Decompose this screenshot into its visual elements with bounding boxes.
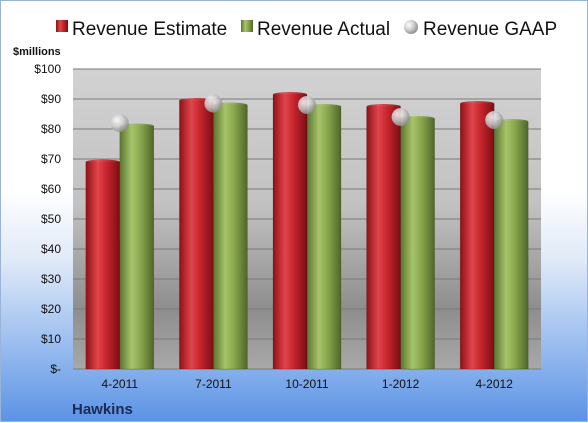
bar-revenue-actual — [213, 104, 248, 370]
bar-revenue-actual — [493, 121, 529, 370]
bar-revenue-estimate-cap — [366, 104, 401, 109]
x-tick-label: 10-2011 — [285, 377, 328, 391]
bar-revenue-estimate — [272, 94, 308, 370]
legend: Revenue Estimate Revenue Actual Revenue … — [56, 19, 557, 40]
y-tick-label: $40 — [41, 242, 61, 256]
y-tick-label: $80 — [41, 122, 61, 136]
marker-revenue-gaap — [391, 108, 410, 126]
x-tick-label: 4-2011 — [102, 377, 139, 391]
x-tick-label: 4-2012 — [476, 377, 514, 391]
y-tick-label: $30 — [41, 272, 61, 286]
y-tick-label: $10 — [41, 332, 61, 346]
legend-label-gaap: Revenue GAAP — [423, 19, 557, 40]
y-tick-label: $- — [50, 362, 61, 376]
legend-label-estimate: Revenue Estimate — [72, 19, 227, 40]
y-tick-label: $100 — [34, 62, 61, 76]
bar-revenue-estimate — [366, 106, 401, 370]
legend-label-actual: Revenue Actual — [257, 19, 390, 40]
bar-revenue-actual — [119, 125, 155, 370]
legend-swatch-actual — [241, 20, 253, 32]
bar-revenue-estimate-cap — [85, 159, 120, 165]
gaap-markers — [110, 94, 504, 132]
legend-swatch-estimate — [56, 20, 68, 32]
y-tick-label: $20 — [41, 302, 61, 316]
legend-marker-gaap — [404, 20, 418, 34]
x-tick-label: 7-2011 — [195, 377, 232, 391]
bar-revenue-estimate-cap — [460, 101, 495, 106]
marker-revenue-gaap — [110, 114, 129, 132]
x-tick-label: 1-2012 — [382, 377, 420, 391]
bar-revenue-estimate — [459, 103, 495, 370]
y-tick-label: $50 — [41, 212, 61, 226]
unit-label: $millions — [13, 46, 61, 58]
marker-revenue-gaap — [298, 96, 316, 114]
bar-revenue-actual — [400, 118, 435, 370]
marker-revenue-gaap — [204, 94, 223, 113]
company-name: Hawkins — [72, 401, 133, 418]
bar-revenue-actual — [306, 106, 342, 370]
bar-revenue-estimate-cap — [273, 92, 307, 97]
y-axis: $- $10 $20 $30 $40 $50 $60 $70 $80 $90 $100 — [34, 62, 61, 376]
marker-revenue-gaap — [485, 111, 504, 129]
bar-revenue-estimate — [85, 161, 121, 370]
y-tick-label: $60 — [41, 182, 61, 196]
y-tick-label: $90 — [41, 92, 61, 106]
bar-revenue-estimate — [179, 100, 214, 370]
bars — [85, 92, 529, 370]
y-tick-label: $70 — [41, 152, 61, 166]
x-axis: 4-2011 7-2011 10-2011 1-2012 4-2012 — [102, 377, 514, 391]
